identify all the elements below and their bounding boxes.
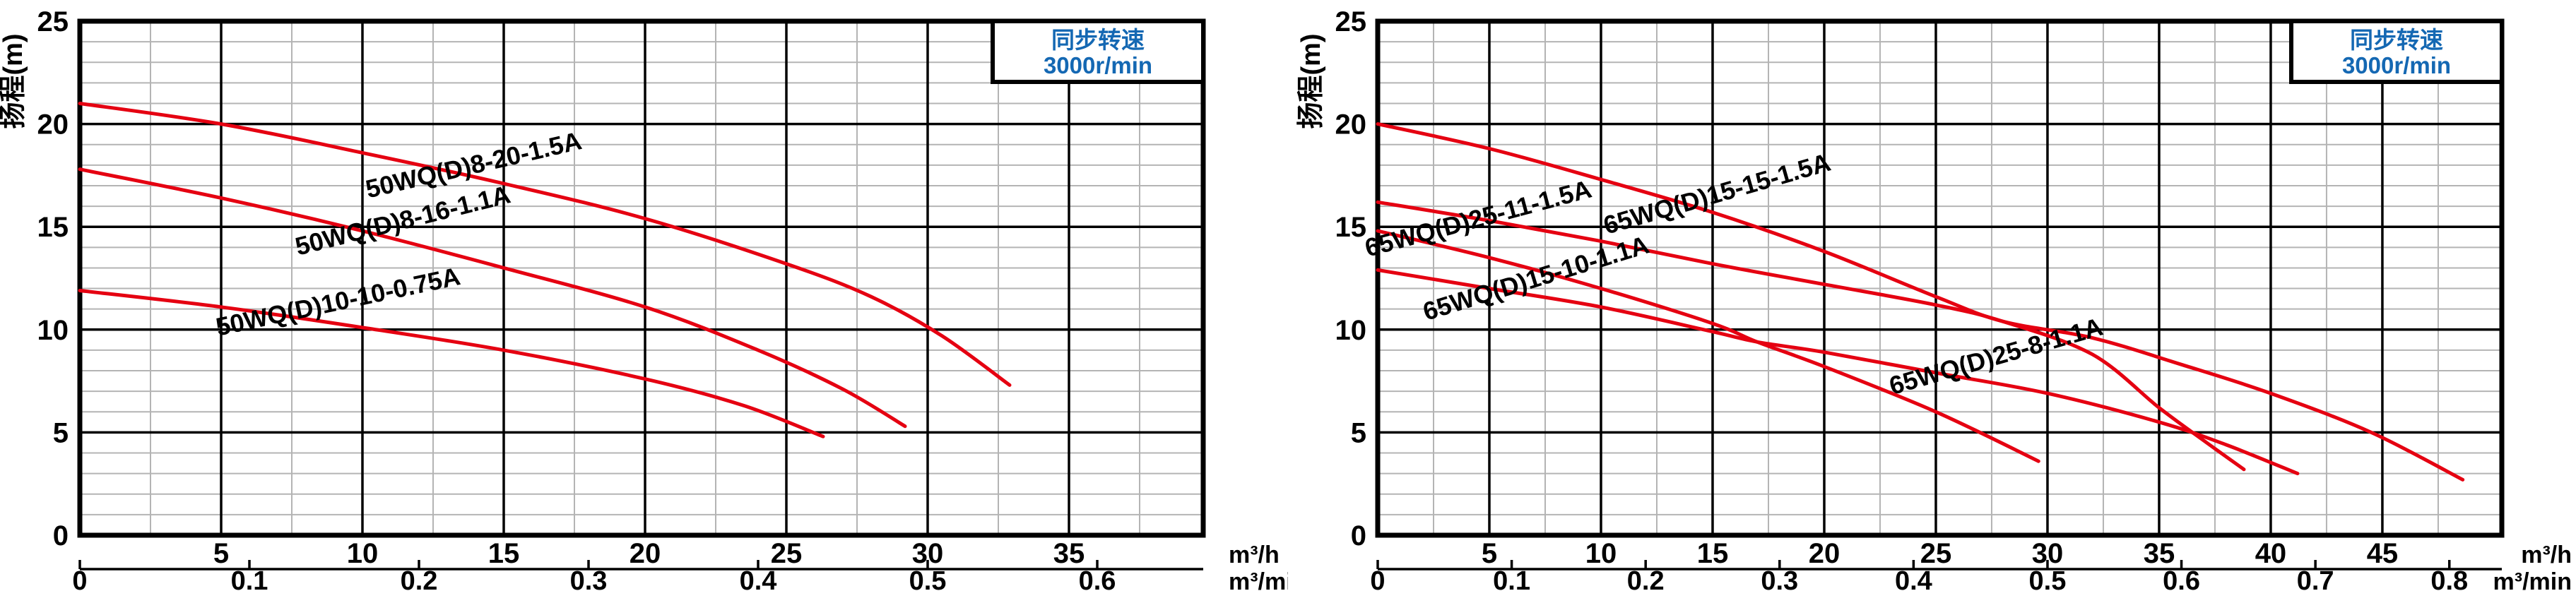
secondary-tick-label: 0.1 (231, 566, 268, 591)
pump-curve (1376, 268, 2300, 476)
x-tick-label: 35 (1053, 538, 1085, 569)
secondary-axis-unit: m³/min (1229, 568, 1288, 591)
x-tick-label: 5 (213, 538, 229, 569)
y-tick-label: 10 (1335, 315, 1367, 346)
secondary-tick-label: 0.4 (1895, 566, 1932, 591)
x-tick-label: 10 (347, 538, 379, 569)
x-axis-primary: 5 10 15 20 25 30 35 m³/h (213, 538, 1280, 569)
secondary-tick-label: 0.3 (1761, 566, 1798, 591)
y-tick-label: 10 (37, 315, 69, 346)
pump-curve-chart-65wq: 65WQ(D)15-15-1.5A65WQ(D)25-11-1.5A65WQ(D… (1296, 6, 2572, 591)
grid-minor (1378, 21, 2502, 535)
legend-box (2289, 19, 2504, 84)
secondary-tick-label: 0.7 (2297, 566, 2334, 591)
secondary-tick-label: 0.5 (909, 566, 947, 591)
y-tick-label: 0 (53, 520, 69, 551)
pump-curve (78, 167, 907, 429)
x-axis-secondary: 0 0.1 0.2 0.3 0.4 0.5 0.6 0.7 0.8 m³/min (1370, 560, 2572, 591)
y-axis: 0 5 10 15 20 25 扬程(m) (1296, 6, 1366, 551)
curve-series (78, 102, 1012, 438)
x-tick-label: 40 (2255, 538, 2287, 569)
chart-panel-50wq: 50WQ(D)8-20-1.5A 50WQ(D)8-16-1.1A 50WQ(D)1… (0, 6, 1288, 591)
x-tick-label: 10 (1585, 538, 1617, 569)
pump-curve (1376, 200, 2246, 472)
x-tick-label: 15 (1697, 538, 1729, 569)
plot-border (77, 18, 1206, 538)
x-axis-secondary: 0 0.1 0.2 0.3 0.4 0.5 0.6 m³/min (72, 560, 1288, 591)
legend-speed-value: 3000r/min (2342, 52, 2451, 78)
pump-curve-chart-50wq: 50WQ(D)8-20-1.5A50WQ(D)8-16-1.1A50WQ(D)1… (0, 6, 1288, 591)
secondary-tick-label: 0 (72, 566, 87, 591)
y-tick-label: 5 (1351, 417, 1366, 448)
curve-label: 65WQ(D)25-11-1.5A (1361, 174, 1594, 263)
y-tick-label: 15 (37, 212, 69, 243)
secondary-tick-label: 0.6 (2163, 566, 2200, 591)
chart-panel-65wq: 65WQ(D)15-15-1.5A 65WQ(D)25-11-1.5A 65WQ(D… (1288, 0, 2576, 591)
pump-curve (1376, 229, 2040, 463)
x-axis-unit: m³/h (1229, 542, 1280, 568)
secondary-tick-label: 0.2 (401, 566, 438, 591)
legend-speed-title: 同步转速 (2350, 27, 2443, 53)
x-tick-label: 25 (771, 538, 803, 569)
y-tick-label: 25 (37, 6, 69, 37)
legend-speed-title: 同步转速 (1051, 27, 1145, 53)
plot-border (1375, 18, 2505, 538)
x-tick-label: 45 (2367, 538, 2399, 569)
y-axis: 0 5 10 15 20 25 扬程(m) (0, 6, 69, 551)
secondary-tick-label: 0.3 (570, 566, 608, 591)
secondary-tick-label: 0 (1370, 566, 1385, 591)
y-tick-label: 5 (53, 417, 69, 448)
secondary-tick-label: 0.1 (1493, 566, 1530, 591)
pump-curve (1376, 122, 2465, 482)
y-tick-label: 25 (1335, 6, 1367, 37)
secondary-axis-unit: m³/min (2493, 568, 2572, 591)
secondary-tick-label: 0.6 (1079, 566, 1116, 591)
grid-major (1378, 21, 2502, 535)
curve-series (1376, 122, 2465, 482)
curve-label: 65WQ(D)25-8-1.1A (1886, 312, 2105, 400)
x-tick-label: 20 (1809, 538, 1841, 569)
x-axis-unit: m³/h (2521, 542, 2572, 568)
grid-minor (80, 21, 1203, 535)
y-tick-label: 15 (1335, 212, 1367, 243)
x-tick-label: 20 (630, 538, 661, 569)
secondary-tick-label: 0.2 (1627, 566, 1665, 591)
y-tick-label: 0 (1351, 520, 1366, 551)
y-axis-title: 扬程(m) (1296, 33, 1326, 129)
legend-speed-value: 3000r/min (1044, 52, 1152, 78)
x-tick-label: 5 (1482, 538, 1497, 569)
secondary-tick-label: 0.4 (740, 566, 777, 591)
y-tick-label: 20 (37, 109, 69, 141)
legend-box (991, 19, 1205, 84)
secondary-tick-label: 0.5 (2029, 566, 2067, 591)
x-tick-label: 15 (488, 538, 520, 569)
grid-major (80, 21, 1203, 535)
y-axis-title: 扬程(m) (0, 33, 28, 129)
x-axis-primary: 5 10 15 20 25 30 35 40 45 m³/h (1482, 538, 2572, 569)
pump-curve (78, 289, 825, 438)
x-tick-label: 35 (2144, 538, 2175, 569)
pump-curve (78, 102, 1012, 387)
y-tick-label: 20 (1335, 109, 1367, 141)
secondary-tick-label: 0.8 (2430, 566, 2468, 591)
x-tick-label: 25 (1920, 538, 1952, 569)
